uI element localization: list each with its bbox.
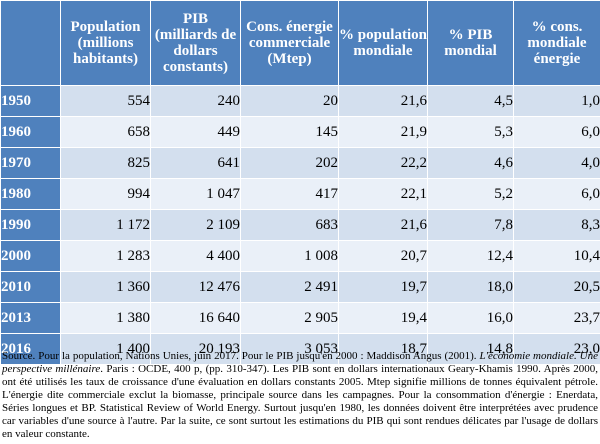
cell-pct-energie: 20,5 — [513, 271, 600, 303]
source-text-1: Source. Pour la population, Nations Unie… — [2, 350, 480, 362]
cell-energie: 417 — [240, 178, 339, 210]
row-year: 2013 — [0, 302, 61, 334]
cell-pct-energie: 6,0 — [513, 178, 600, 210]
cell-pct-pib: 5,3 — [427, 116, 514, 148]
table-row: 1990 1 172 2 109 683 21,6 7,8 8,3 — [0, 209, 600, 241]
cell-pct-pib: 4,6 — [427, 147, 514, 179]
source-note: Source. Pour la population, Nations Unie… — [2, 350, 598, 441]
cell-population: 1 360 — [60, 271, 151, 303]
cell-pib: 641 — [150, 147, 241, 179]
table-row: 1970 825 641 202 22,2 4,6 4,0 — [0, 147, 600, 179]
cell-pct-energie: 8,3 — [513, 209, 600, 241]
cell-pct-pib: 16,0 — [427, 302, 514, 334]
cell-pct-population: 21,6 — [338, 85, 428, 117]
cell-energie: 683 — [240, 209, 339, 241]
cell-energie: 1 008 — [240, 240, 339, 272]
cell-population: 1 380 — [60, 302, 151, 334]
cell-population: 1 172 — [60, 209, 151, 241]
row-year: 2010 — [0, 271, 61, 303]
table-row: 2013 1 380 16 640 2 905 19,4 16,0 23,7 — [0, 302, 600, 334]
cell-pct-energie: 23,0 — [513, 333, 600, 365]
cell-pct-pib: 14,8 — [427, 333, 514, 365]
cell-pct-pib: 7,8 — [427, 209, 514, 241]
cell-pib: 4 400 — [150, 240, 241, 272]
cell-pib: 20 193 — [150, 333, 241, 365]
cell-energie: 20 — [240, 85, 339, 117]
cell-pct-population: 22,1 — [338, 178, 428, 210]
cell-population: 825 — [60, 147, 151, 179]
source-title: L'économie mondiale. Une perspective mil… — [2, 350, 598, 375]
header-row: Population (millions habitants) PIB (mil… — [0, 0, 600, 86]
cell-population: 994 — [60, 178, 151, 210]
table-row: 1960 658 449 145 21,9 5,3 6,0 — [0, 116, 600, 148]
table-row: 2016 1 400 20 193 3 053 18,7 14,8 23,0 — [0, 333, 600, 365]
cell-pct-population: 18,7 — [338, 333, 428, 365]
row-year: 1990 — [0, 209, 61, 241]
header-pct-energie: % cons. mondiale énergie — [513, 0, 600, 86]
cell-pct-energie: 10,4 — [513, 240, 600, 272]
row-year: 2016 — [0, 333, 61, 365]
cell-pct-energie: 6,0 — [513, 116, 600, 148]
row-year: 2000 — [0, 240, 61, 272]
cell-pct-population: 19,4 — [338, 302, 428, 334]
header-population: Population (millions habitants) — [60, 0, 151, 86]
row-year: 1980 — [0, 178, 61, 210]
cell-energie: 2 491 — [240, 271, 339, 303]
cell-pct-population: 21,6 — [338, 209, 428, 241]
cell-pct-population: 22,2 — [338, 147, 428, 179]
data-table: Population (millions habitants) PIB (mil… — [0, 0, 600, 365]
header-pib: PIB (milliards de dollars constants) — [150, 0, 241, 86]
row-year: 1960 — [0, 116, 61, 148]
cell-pct-pib: 5,2 — [427, 178, 514, 210]
table-row: 1980 994 1 047 417 22,1 5,2 6,0 — [0, 178, 600, 210]
table-row: 1950 554 240 20 21,6 4,5 1,0 — [0, 85, 600, 117]
cell-energie: 145 — [240, 116, 339, 148]
table-row: 2000 1 283 4 400 1 008 20,7 12,4 10,4 — [0, 240, 600, 272]
cell-pct-population: 20,7 — [338, 240, 428, 272]
cell-energie: 2 905 — [240, 302, 339, 334]
cell-energie: 202 — [240, 147, 339, 179]
table-row: 2010 1 360 12 476 2 491 19,7 18,0 20,5 — [0, 271, 600, 303]
source-text-2: . Paris : OCDE, 400 p, (pp. 310-347). Le… — [2, 363, 598, 440]
cell-pct-population: 21,9 — [338, 116, 428, 148]
row-year: 1950 — [0, 85, 61, 117]
cell-pib: 449 — [150, 116, 241, 148]
cell-population: 554 — [60, 85, 151, 117]
cell-energie: 3 053 — [240, 333, 339, 365]
cell-pct-pib: 18,0 — [427, 271, 514, 303]
cell-pct-energie: 4,0 — [513, 147, 600, 179]
cell-pct-energie: 1,0 — [513, 85, 600, 117]
cell-population: 658 — [60, 116, 151, 148]
header-energie: Cons. énergie commerciale (Mtep) — [240, 0, 339, 86]
cell-pib: 12 476 — [150, 271, 241, 303]
header-corner — [0, 0, 61, 86]
header-pct-population: % population mondiale — [338, 0, 428, 86]
cell-pct-pib: 12,4 — [427, 240, 514, 272]
header-pct-pib: % PIB mondial — [427, 0, 514, 86]
cell-pct-population: 19,7 — [338, 271, 428, 303]
cell-pct-pib: 4,5 — [427, 85, 514, 117]
cell-pib: 2 109 — [150, 209, 241, 241]
cell-population: 1 283 — [60, 240, 151, 272]
row-year: 1970 — [0, 147, 61, 179]
cell-pct-energie: 23,7 — [513, 302, 600, 334]
cell-pib: 16 640 — [150, 302, 241, 334]
cell-pib: 240 — [150, 85, 241, 117]
cell-pib: 1 047 — [150, 178, 241, 210]
